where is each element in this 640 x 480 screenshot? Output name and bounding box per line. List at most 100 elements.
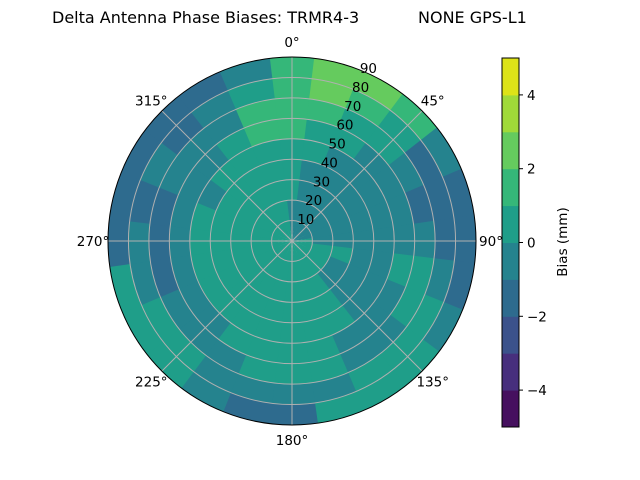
colorbar-level [502, 94, 519, 133]
contour-cell [267, 178, 288, 204]
contour-cell [372, 164, 407, 203]
contour-cell [177, 279, 212, 318]
contour-cell [299, 297, 325, 324]
contour-cell [271, 241, 292, 255]
contour-cell [266, 201, 285, 225]
contour-cell [292, 241, 313, 255]
contour-cell [120, 126, 164, 180]
contour-cell [271, 227, 292, 241]
contour-cell [190, 88, 239, 129]
contour-cell [177, 369, 231, 413]
contour-cell [266, 257, 285, 281]
polar-grid [108, 57, 476, 425]
contour-cell [442, 260, 476, 314]
contour-cell [251, 316, 283, 344]
theta-gridline [161, 240, 293, 372]
r-tick-label: 90 [360, 61, 377, 77]
colorbar-tick-label: 0 [527, 236, 536, 252]
contour-cell [310, 243, 334, 258]
colorbar-level [502, 242, 519, 280]
colorbar-level [502, 205, 519, 243]
contour-cell [388, 286, 426, 331]
contour-cell [120, 302, 164, 356]
theta-tick-label: 45° [421, 93, 445, 109]
colorbar-level [502, 279, 519, 317]
contour-cell [229, 245, 255, 266]
r-tick-labels: 10 20 30 40 50 60 70 80 90 [297, 61, 377, 228]
contour-cell [202, 107, 247, 145]
theta-tick-label: 135° [416, 375, 449, 391]
theta-tick-label: 180° [276, 433, 309, 449]
contour-cell [308, 215, 332, 234]
r-tick-label: 70 [344, 99, 361, 115]
contour-cell [301, 138, 333, 166]
contour-cell [250, 224, 274, 239]
contour-cell [329, 216, 355, 237]
contour-cell [337, 107, 382, 145]
contour-cell [252, 215, 276, 234]
contour-cell [270, 232, 292, 241]
contour-cell [209, 248, 236, 274]
contour-cell [345, 88, 394, 129]
colorbar-level [502, 168, 519, 207]
contour-cell [292, 241, 314, 250]
contour-cell [301, 316, 333, 344]
contour-cell [278, 241, 292, 262]
chart-title-left: Delta Antenna Phase Biases: TRMR4-3 [52, 8, 359, 27]
theta-tick-label: 315° [135, 93, 168, 109]
theta-tick-label: 0° [284, 35, 299, 51]
contour-cell [348, 208, 375, 234]
contour-cell [292, 227, 313, 241]
contour-cell [189, 200, 217, 232]
colorbar-level [502, 353, 519, 391]
colorbar-level [502, 390, 519, 428]
contour-cell [345, 353, 394, 394]
contour-cell [250, 243, 274, 258]
contour-cell [202, 337, 247, 375]
contour-cell [252, 248, 276, 267]
contour-cell [330, 126, 369, 161]
r-tick-label: 50 [329, 137, 346, 153]
contour-cell [308, 248, 332, 267]
contour-cell [139, 139, 180, 188]
contour-cell [296, 278, 317, 304]
contour-cell [296, 178, 317, 204]
contour-cell [310, 224, 334, 239]
contour-cell [292, 220, 306, 241]
contour-cell [219, 57, 273, 91]
contour-cell [259, 158, 285, 185]
contour-cell [337, 337, 382, 375]
chart-title-right: NONE GPS-L1 [418, 8, 527, 27]
contour-cell [177, 69, 231, 113]
theta-gridline [291, 110, 423, 242]
contour-cell [215, 321, 254, 356]
contour-cell [292, 241, 306, 262]
theta-gridline [161, 110, 293, 242]
contour-cell [367, 250, 395, 282]
contour-cell [292, 219, 301, 241]
colorbar: −4 −2 0 2 4 [501, 57, 547, 428]
contour-cell [158, 151, 196, 196]
contour-cell [251, 138, 283, 166]
colorbar-tick-label: 4 [527, 88, 536, 104]
theta-tick-label: 90° [479, 234, 503, 250]
contour-cell [299, 257, 318, 281]
theta-tick-labels: 0° 45° 90° 135° 180° 225° 270° 315° [77, 35, 503, 449]
colorbar-tick-label: −2 [527, 309, 547, 325]
contour-cell [404, 294, 445, 343]
contour-cell [367, 200, 395, 232]
contour-cell [267, 278, 288, 304]
contour-cell [311, 57, 365, 91]
contour-cell [299, 201, 318, 225]
contour-cell [329, 245, 355, 266]
theta-tick-label: 270° [77, 234, 110, 250]
contour-cell [294, 259, 309, 283]
r-tick-label: 80 [352, 80, 369, 96]
contour-cell [229, 216, 255, 237]
contour-cell [404, 139, 445, 188]
contour-cell [215, 126, 254, 161]
theta-gridline [291, 240, 423, 372]
r-tick-label: 10 [297, 212, 314, 228]
colorbar-level [502, 131, 519, 170]
